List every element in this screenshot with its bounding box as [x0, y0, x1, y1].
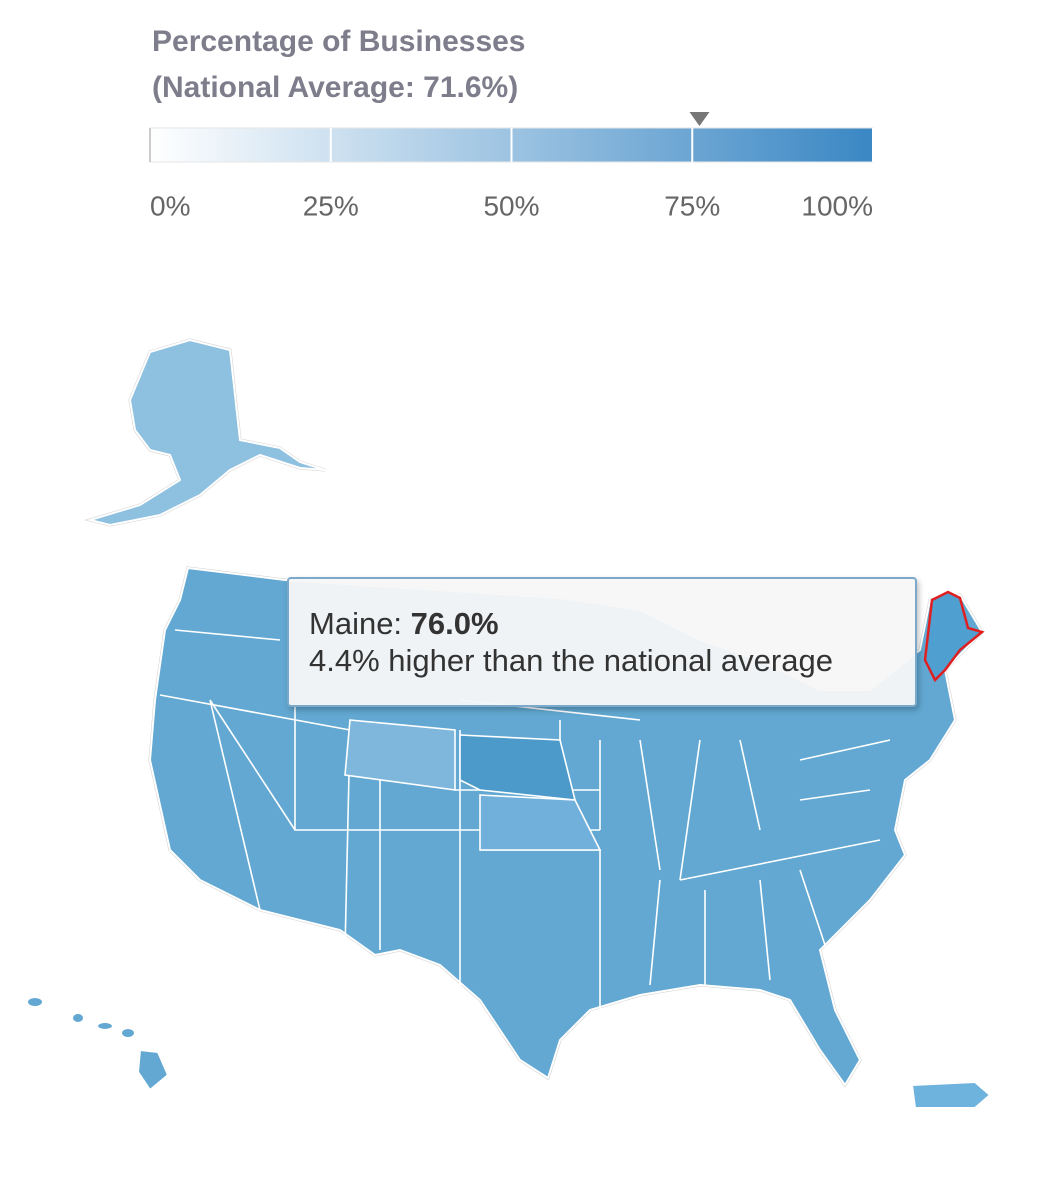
puerto-rico — [910, 1080, 992, 1109]
tick-label: 25% — [303, 190, 359, 221]
maine[interactable] — [923, 590, 985, 683]
tooltip-line: Maine: 76.0% — [309, 605, 895, 642]
tooltip: Maine: 76.0% 4.4% higher than the nation… — [287, 577, 917, 707]
legend-title: Percentage of Businesses — [152, 25, 526, 58]
state-value: 76.0% — [410, 606, 499, 641]
tick-label: 50% — [483, 190, 539, 221]
value-marker — [689, 112, 710, 126]
tick-label: 100% — [801, 190, 873, 221]
tick-label: 0% — [150, 190, 190, 221]
tick-label: 75% — [664, 190, 720, 221]
alaska — [84, 338, 326, 527]
hawaii — [26, 996, 170, 1092]
tooltip-note: 4.4% higher than the national average — [309, 643, 833, 679]
legend-subtitle: (National Average: 71.6%) — [152, 71, 518, 104]
state-name: Maine: — [309, 606, 403, 641]
